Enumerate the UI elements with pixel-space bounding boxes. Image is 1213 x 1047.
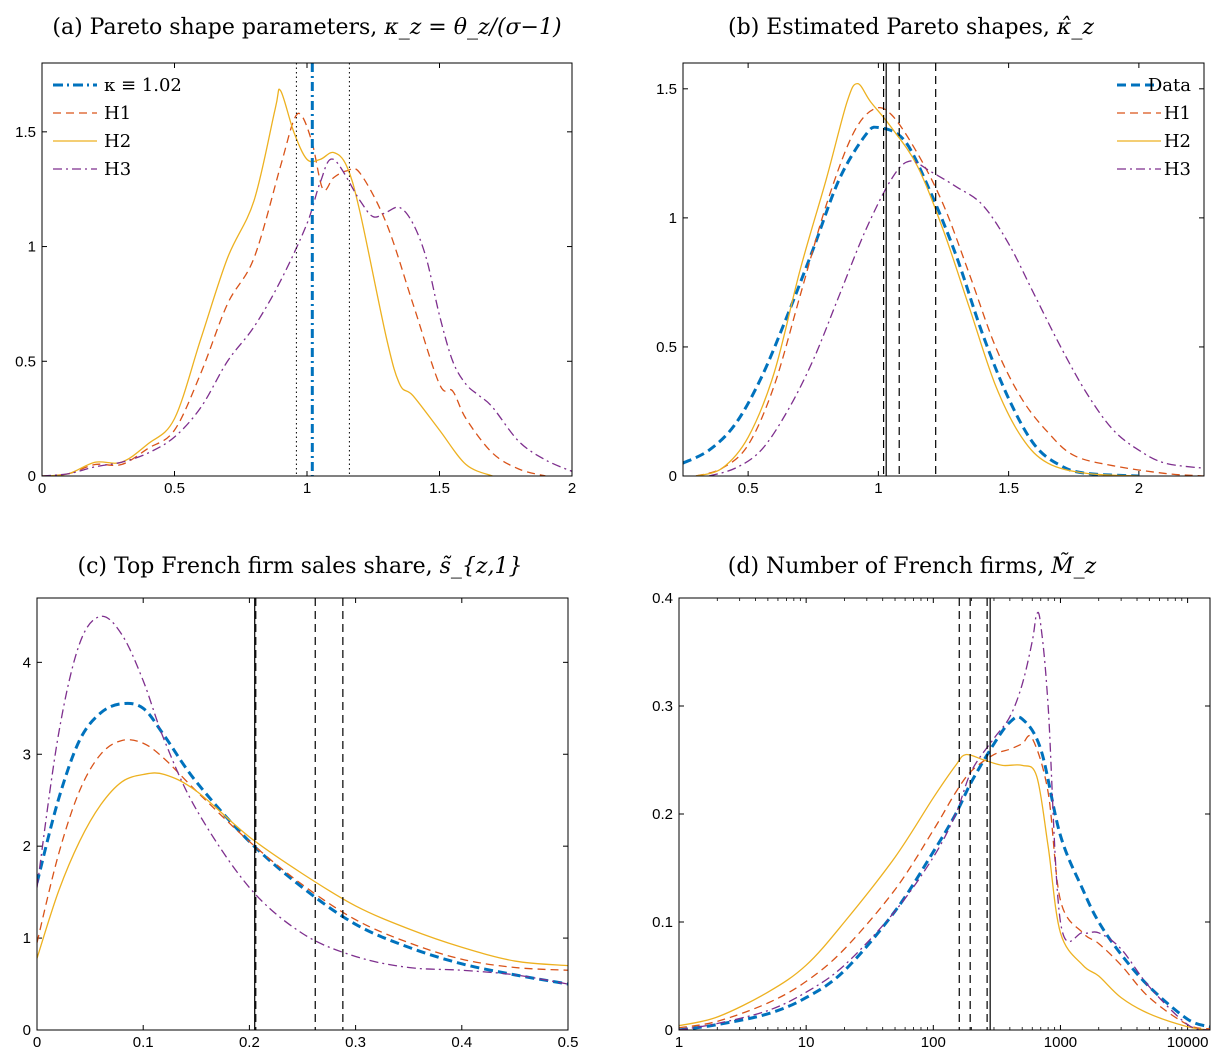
panel-c-plot: 0 0.1 0.2 0.3 0.4 0.5 0 1 2 3 4: [23, 597, 579, 1047]
x-tick-label: 10000: [1167, 1034, 1209, 1047]
panel-b-plot: 0.5 1 1.5 2 0 0.5 1 1.5 Data H1 H2 H3: [656, 62, 1205, 497]
panel-c: (c) Top French firm sales share, s̃_{z,1…: [23, 554, 579, 1047]
panel-d-plot: 1 10 100 1000 10000 0 0.1 0.2 0.3 0.4: [652, 590, 1211, 1047]
panel-a: (a) Pareto shape parameters, κ_z = θ_z/(…: [15, 15, 576, 497]
x-tick-label: 0.3: [345, 1034, 366, 1047]
panel-d: (d) Number of French firms, M̃_z 1 10 100 1…: [652, 553, 1211, 1047]
panel-b-title-math: κ̂_z: [1056, 15, 1094, 40]
x-tick-label: 1.5: [998, 480, 1019, 497]
x-tick-label: 2: [1135, 480, 1143, 497]
series-line-h2: [37, 772, 568, 967]
panel-c-title-math: s̃_{z,1}: [440, 554, 523, 579]
x-tick-label: 0.1: [133, 1034, 154, 1047]
x-tick-label: 10: [798, 1034, 815, 1047]
panel-d-title: (d) Number of French firms, M̃_z: [728, 553, 1097, 579]
panel-a-plot: 0 0.5 1 1.5 2 0 0.5 1 1.5 κ ≡ 1.02 H1 H2 H3: [15, 62, 576, 497]
x-tick-label: 0: [33, 1034, 41, 1047]
axes-box: [36, 597, 569, 1031]
axes-box: [678, 597, 1211, 1031]
series-line-h2: [42, 88, 493, 476]
y-tick-label: 0: [28, 468, 36, 485]
x-tick-label: 2: [568, 480, 576, 497]
x-tick-label: 1: [675, 1034, 683, 1047]
legend: Data H1 H2 H3: [1117, 75, 1191, 180]
legend-label: H2: [1164, 131, 1191, 152]
x-tick-label: 1: [874, 480, 882, 497]
legend-label: H2: [104, 131, 131, 152]
axes-box: [682, 62, 1205, 477]
y-tick-label: 1: [28, 239, 36, 256]
series-line-h3: [37, 615, 568, 985]
y-tick-label: 0.1: [652, 914, 673, 931]
series-line-data: [683, 125, 1139, 476]
series-line-h3: [708, 160, 1204, 476]
y-tick-label: 0.2: [652, 806, 673, 823]
series-line-h2: [679, 753, 1210, 1030]
x-tick-label: 1.5: [429, 480, 450, 497]
series-group: [679, 611, 1210, 1030]
y-tick-label: 3: [23, 746, 31, 763]
y-tick-label: 0: [669, 468, 677, 485]
x-tick-label: 0.5: [738, 480, 759, 497]
axes-box: [41, 62, 573, 477]
panel-a-title: (a) Pareto shape parameters, κ_z = θ_z/(…: [52, 15, 561, 40]
panel-d-title-math: M̃_z: [1050, 553, 1097, 579]
y-tick-label: 0: [23, 1022, 31, 1039]
y-tick-label: 1: [669, 210, 677, 227]
series-group: [683, 82, 1204, 476]
x-tick-label: 0: [38, 480, 46, 497]
series-line-data: [679, 715, 1210, 1030]
legend-label: H3: [104, 159, 131, 180]
x-tick-label: 0.4: [451, 1034, 472, 1047]
y-tick-label: 1.5: [656, 81, 677, 98]
series-group: [37, 615, 568, 986]
y-tick-label: 1.5: [15, 124, 36, 141]
y-tick-label: 0: [665, 1022, 673, 1039]
series-line-h3: [679, 611, 1210, 1030]
series-line-h1: [37, 739, 568, 971]
x-tick-label: 0.2: [239, 1034, 260, 1047]
y-tick-label: 4: [23, 654, 31, 671]
legend-label: Data: [1148, 75, 1191, 96]
panel-c-title: (c) Top French firm sales share, s̃_{z,1…: [78, 554, 523, 579]
panel-b: (b) Estimated Pareto shapes, κ̂_z 0.5 1 1.…: [656, 15, 1205, 497]
x-tick-label: 1: [303, 480, 311, 497]
series-line-data: [37, 701, 568, 986]
y-tick-label: 0.5: [656, 339, 677, 356]
legend: κ ≡ 1.02 H1 H2 H3: [53, 75, 182, 180]
y-tick-label: 0.5: [15, 353, 36, 370]
panel-b-title: (b) Estimated Pareto shapes, κ̂_z: [728, 15, 1094, 40]
y-tick-label: 0.4: [652, 590, 673, 607]
legend-label: κ ≡ 1.02: [104, 75, 182, 96]
series-line-h1: [695, 107, 1204, 476]
x-tick-label: 0.5: [164, 480, 185, 497]
series-line-h2: [695, 82, 1139, 476]
series-line-h3: [42, 158, 572, 476]
x-tick-label: 100: [921, 1034, 946, 1047]
panel-a-title-math: κ_z = θ_z/(σ−1): [383, 15, 561, 40]
series-line-h1: [679, 734, 1210, 1030]
y-tick-label: 0.3: [652, 698, 673, 715]
x-tick-label: 0.5: [558, 1034, 579, 1047]
y-tick-label: 1: [23, 930, 31, 947]
legend-label: H1: [104, 103, 131, 124]
x-tick-label: 1000: [1044, 1034, 1077, 1047]
legend-label: H1: [1164, 103, 1191, 124]
y-tick-label: 2: [23, 838, 31, 855]
legend-label: H3: [1164, 159, 1191, 180]
